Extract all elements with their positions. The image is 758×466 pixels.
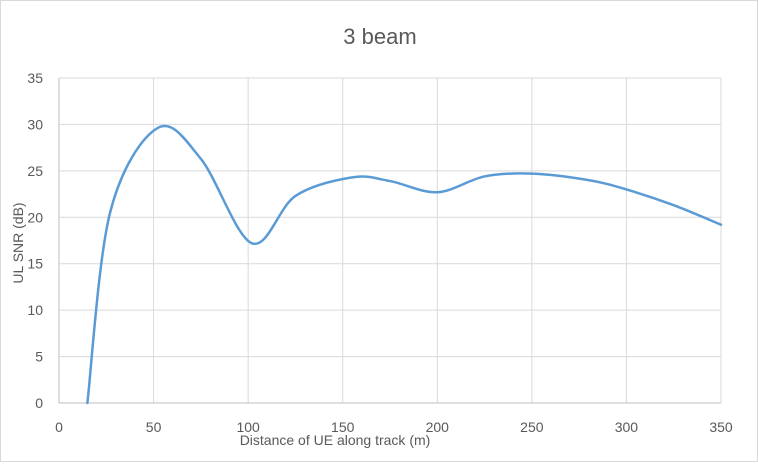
series-line [86,124,723,405]
x-tick-label: 300 [615,419,639,435]
y-tick-labels: 0 5 10 15 20 25 30 35 [27,70,43,411]
series-lines [86,124,723,405]
chart-title: 3 beam [343,24,416,49]
x-tick-label: 100 [236,419,260,435]
y-tick-label: 20 [27,209,43,225]
x-tick-labels: 0 50 100 150 200 250 300 350 [55,419,733,435]
y-axis-label: UL SNR (dB) [10,202,26,283]
y-tick-label: 15 [27,256,43,272]
y-tick-label: 5 [35,349,43,365]
axes [58,78,721,404]
x-axis-label: Distance of UE along track (m) [240,432,431,448]
y-tick-label: 30 [27,116,43,132]
y-tick-label: 0 [35,395,43,411]
y-tick-label: 25 [27,163,43,179]
y-tick-label: 35 [27,70,43,86]
gridlines [59,77,722,403]
x-tick-label: 150 [331,419,355,435]
x-tick-label: 200 [426,419,450,435]
x-tick-label: 50 [146,419,162,435]
x-tick-label: 0 [55,419,63,435]
x-tick-label: 250 [520,419,544,435]
y-tick-label: 10 [27,302,43,318]
x-tick-label: 350 [709,419,733,435]
